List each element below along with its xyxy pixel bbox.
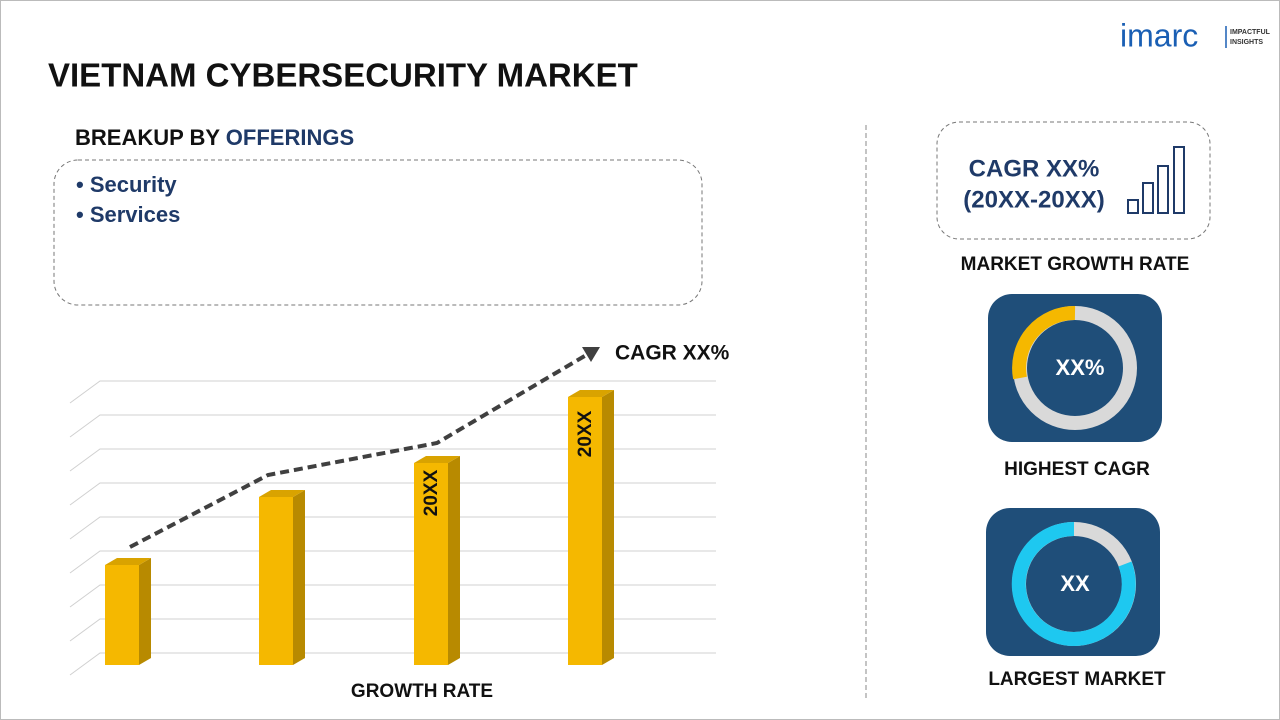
breakup-box (53, 159, 703, 306)
trend-label: CAGR XX% (615, 342, 730, 365)
bar (414, 463, 448, 665)
cagr-period: (20XX-20XX) (963, 186, 1104, 213)
trend-line (129, 352, 590, 549)
bar-top (414, 456, 460, 463)
grid-line (69, 584, 716, 608)
grid-line (69, 618, 716, 642)
bar (568, 397, 602, 665)
bullet-text: Services (90, 202, 181, 227)
logo: imarc (1120, 17, 1198, 53)
bar-top (259, 490, 305, 497)
grid-line (69, 516, 716, 540)
bar-side (293, 490, 305, 665)
card-label: LARGEST MARKET (988, 669, 1166, 690)
growth-chart (69, 347, 716, 676)
card-label: MARKET GROWTH RATE (961, 254, 1190, 275)
bar-top (568, 390, 614, 397)
bullet-text: Security (90, 172, 178, 197)
bar-side (602, 390, 614, 665)
donut-segment (1012, 305, 1076, 380)
logo-tagline: IMPACTFUL (1230, 29, 1271, 36)
grid-line (69, 414, 716, 438)
page-title: VIETNAM CYBERSECURITY MARKET (48, 57, 638, 94)
breakup-highlight: OFFERINGS (226, 125, 354, 150)
card-value: XX (1060, 571, 1090, 596)
bullet-item: • Security (76, 172, 177, 197)
cagr-value: CAGR XX% (969, 155, 1100, 182)
cagr-box (936, 121, 1211, 240)
grid-line (69, 550, 716, 574)
bar-side (448, 456, 460, 665)
bar (105, 565, 139, 665)
card-label: HIGHEST CAGR (1004, 459, 1150, 480)
trend-arrow (582, 347, 600, 362)
donut-segment (1011, 521, 1136, 646)
bar-side (139, 558, 151, 665)
bar-icon (1127, 146, 1185, 214)
bar-top (105, 558, 151, 565)
card-value: XX% (1056, 355, 1105, 380)
bar-label: 20XX (421, 469, 442, 516)
grid-line (69, 482, 716, 506)
logo-tagline: INSIGHTS (1230, 39, 1263, 46)
breakup-label-text: BREAKUP BY (75, 125, 220, 150)
breakup-label: BREAKUP BY OFFERINGS (75, 125, 354, 150)
axis-label: GROWTH RATE (351, 681, 493, 702)
bar-label: 20XX (575, 410, 596, 457)
bar (259, 497, 293, 665)
grid-line (69, 652, 716, 676)
grid-line (69, 448, 716, 472)
grid-line (69, 380, 716, 404)
bullet-item: • Services (76, 202, 180, 227)
